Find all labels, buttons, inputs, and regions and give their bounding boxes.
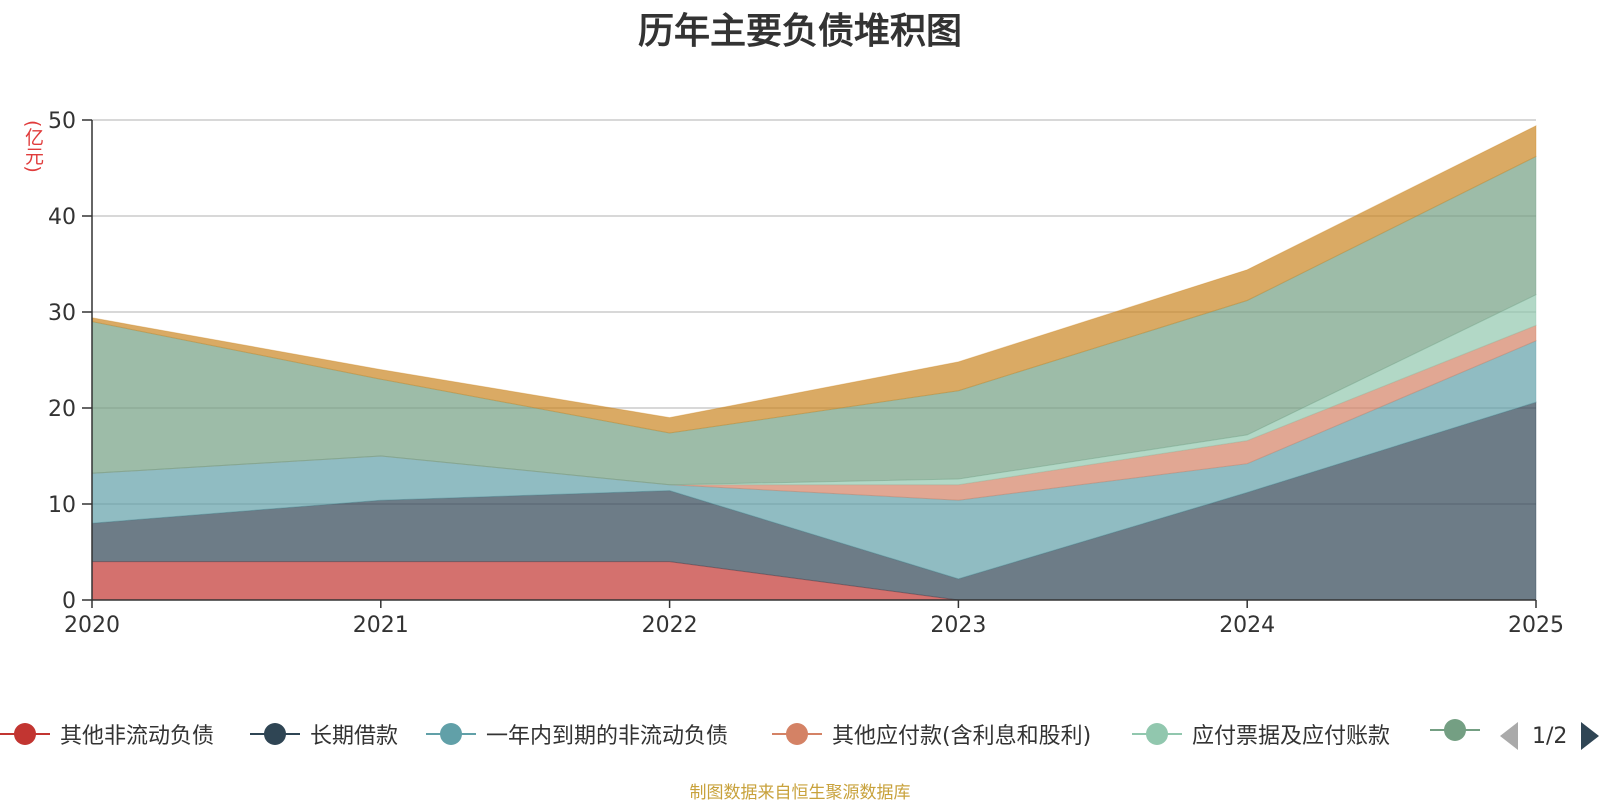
legend-dot: [440, 723, 462, 745]
legend-dot: [1444, 719, 1466, 741]
legend-label: 一年内到期的非流动负债: [486, 724, 729, 749]
legend-dot: [264, 723, 286, 745]
legend-marker-icon: [250, 722, 300, 746]
legend-next-page-icon[interactable]: [1581, 722, 1600, 750]
y-tick-label: 20: [48, 397, 76, 422]
area-series[interactable]: [91, 293, 1537, 486]
data-source-note: 制图数据来自恒生聚源数据库: [689, 783, 911, 803]
y-tick-label: 50: [48, 109, 76, 134]
legend-label: 应付票据及应付账款: [1192, 724, 1391, 749]
legend-item-other-payables[interactable]: 其他应付款(含利息和股利): [772, 718, 1091, 750]
area-layer: [91, 124, 1537, 601]
legend-dot: [786, 723, 808, 745]
legend-label: 长期借款: [310, 724, 399, 749]
y-tick-label: 10: [48, 493, 76, 518]
legend-item-current-portion-noncurrent-liabilities[interactable]: 一年内到期的非流动负债: [426, 718, 728, 750]
legend-label: 其他应付款(含利息和股利): [832, 724, 1092, 749]
x-tick-label: 2025: [1508, 613, 1564, 638]
x-tick-label: 2024: [1219, 613, 1275, 638]
legend-item-truncated[interactable]: [1430, 718, 1490, 742]
legend-marker-icon: [426, 722, 476, 746]
chart-title: 历年主要负债堆积图: [637, 11, 962, 52]
legend-marker-icon: [0, 722, 50, 746]
legend-item-other-noncurrent-liabilities[interactable]: 其他非流动负债: [0, 718, 214, 750]
x-tick-label: 2020: [64, 613, 120, 638]
x-tick-label: 2021: [353, 613, 409, 638]
legend-label: 其他非流动负债: [60, 724, 215, 749]
area-series[interactable]: [91, 324, 1537, 501]
legend-dot: [1146, 723, 1168, 745]
x-tick-label: 2022: [642, 613, 698, 638]
legend-dot: [14, 723, 36, 745]
area-series[interactable]: [91, 124, 1537, 434]
legend-prev-page-icon[interactable]: [1500, 722, 1518, 750]
legend-marker-icon: [1430, 718, 1480, 742]
legend-page-indicator: 1/2: [1532, 723, 1568, 749]
y-tick-label: 30: [48, 301, 76, 326]
y-tick-label: 0: [62, 589, 76, 614]
y-axis-unit-label: (亿元): [22, 120, 44, 173]
legend: 其他非流动负债 长期借款 一年内到期的非流动负债 其他应付款(含利息和股利) 应…: [0, 718, 1600, 754]
legend-marker-icon: [772, 722, 822, 746]
x-tick-label: 2023: [930, 613, 986, 638]
legend-item-notes-and-accounts-payable[interactable]: 应付票据及应付账款: [1132, 718, 1390, 750]
legend-pager: 1/2: [1500, 718, 1600, 754]
axis-layer: 0 10 20 30 40 50 2020 2021 2022 2023 2024 2025: [48, 109, 1564, 638]
y-tick-label: 40: [48, 205, 76, 230]
legend-marker-icon: [1132, 722, 1182, 746]
legend-item-long-term-loans[interactable]: 长期借款: [250, 718, 398, 750]
